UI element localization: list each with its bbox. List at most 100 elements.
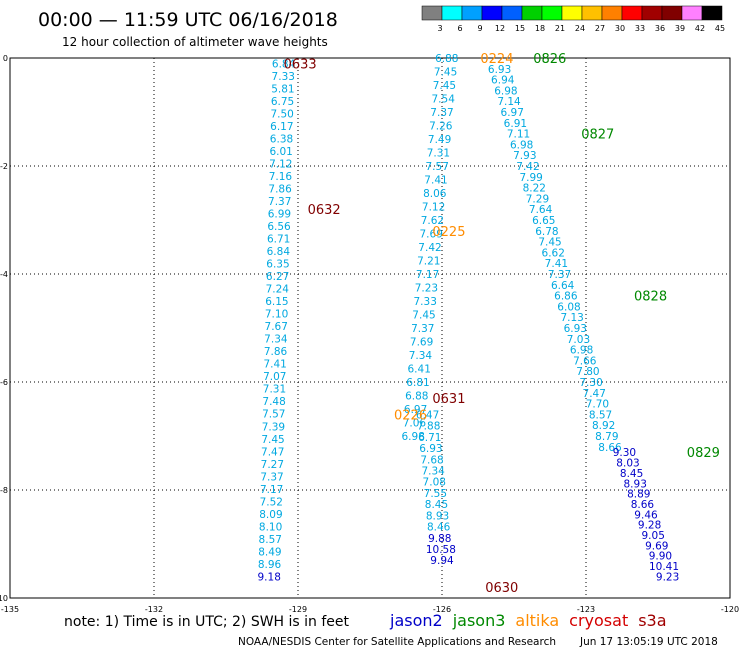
swh-value-label: 7.69: [410, 337, 433, 349]
swh-value-label: 7.14: [497, 96, 521, 108]
swh-value-label: 7.30: [579, 377, 602, 389]
swh-value-label: 6.78: [535, 226, 558, 238]
y-tick-label: -4: [0, 270, 8, 279]
swh-value-label: 9.05: [642, 530, 665, 542]
swh-value-label: 6.15: [265, 296, 288, 308]
swh-value-label: 8.93: [624, 478, 647, 490]
pass-time-label: 0633: [284, 57, 317, 72]
legend-altika: altika: [515, 611, 559, 630]
swh-value-label: 7.42: [516, 161, 539, 173]
colorbar-label: 24: [575, 24, 585, 33]
swh-value-label: 7.17: [260, 484, 283, 496]
swh-value-label: 8.57: [259, 534, 282, 546]
swh-value-label: 7.11: [507, 129, 530, 141]
pass-time-label: 0225: [432, 225, 465, 240]
swh-value-label: 8.45: [620, 468, 643, 480]
colorbar-label: 30: [615, 24, 625, 33]
swh-value-label: 6.97: [501, 107, 524, 119]
colorbar-label: 12: [495, 24, 505, 33]
swh-value-label: 6.64: [551, 280, 575, 292]
swh-value-label: 10.58: [426, 544, 456, 556]
swh-value-label: 7.52: [260, 496, 283, 508]
pass-time-label: 0632: [308, 203, 341, 218]
swh-value-label: 8.22: [523, 183, 546, 195]
swh-value-label: 7.08: [423, 477, 446, 489]
swh-value-label: 7.47: [261, 446, 284, 458]
swh-value-label: 9.69: [645, 540, 668, 552]
swh-value-label: 6.41: [408, 364, 431, 376]
colorbar-label: 6: [457, 24, 462, 33]
pass-time-label: 0631: [432, 392, 465, 407]
swh-value-label: 8.57: [589, 409, 612, 421]
swh-value-label: 8.03: [616, 458, 639, 470]
swh-value-label: 8.92: [592, 420, 615, 432]
colorbar-swatch: [601, 5, 623, 21]
swh-value-label: 8.46: [427, 522, 451, 534]
swh-value-label: 9.90: [649, 551, 672, 563]
swh-value-label: 7.70: [586, 399, 609, 411]
colorbar-swatch: [641, 5, 663, 21]
swh-value-label: 7.34: [264, 334, 288, 346]
swh-value-label: 8.96: [258, 559, 282, 571]
y-tick-label: -10: [0, 594, 8, 603]
swh-value-label: 6.99: [268, 209, 291, 221]
swh-value-label: 9.23: [656, 571, 679, 583]
colorbar-label: 39: [675, 24, 685, 33]
swh-value-label: 7.45: [412, 310, 435, 322]
swh-value-label: 6.47: [416, 409, 439, 421]
swh-value-label: 9.18: [258, 571, 281, 583]
swh-value-label: 6.75: [271, 96, 294, 108]
swh-value-label: 7.86: [268, 184, 292, 196]
swh-value-label: 6.17: [270, 121, 293, 133]
y-tick-label: -6: [0, 378, 8, 387]
colorbar-label: 27: [595, 24, 605, 33]
swh-value-label: 7.88: [417, 421, 440, 433]
swh-value-label: 6.71: [418, 432, 441, 444]
swh-value-label: 10.41: [649, 561, 679, 573]
swh-value-label: 6.81: [406, 377, 429, 389]
colorbar-label: 18: [535, 24, 545, 33]
pass-time-label: 0828: [634, 290, 667, 305]
colorbar-swatch: [521, 5, 543, 21]
swh-value-label: 8.66: [631, 499, 655, 511]
swh-value-label: 6.91: [504, 118, 527, 130]
swh-value-label: 6.93: [419, 443, 442, 455]
swh-value-label: 7.57: [262, 409, 285, 421]
colorbar-swatch: [581, 5, 603, 21]
swh-value-label: 7.68: [420, 454, 443, 466]
swh-value-label: 6.65: [532, 215, 555, 227]
swh-value-label: 8.79: [595, 431, 618, 443]
swh-value-label: 7.16: [269, 171, 293, 183]
y-tick-label: -8: [0, 486, 8, 495]
swh-value-label: 7.23: [415, 283, 438, 295]
colorbar-swatch: [461, 5, 483, 21]
x-tick-label: -123: [577, 605, 595, 614]
y-tick-label: 0: [3, 54, 8, 63]
swh-value-label: 7.47: [583, 388, 606, 400]
swh-value-label: 6.98: [570, 345, 593, 357]
swh-value-label: 7.41: [545, 258, 568, 270]
colorbar-label: 36: [655, 24, 665, 33]
colorbar-swatch: [421, 5, 443, 21]
pass-time-label: 0826: [533, 52, 566, 67]
colorbar-swatch: [541, 5, 563, 21]
colorbar-swatch: [661, 5, 683, 21]
colorbar-label: 9: [477, 24, 482, 33]
swh-value-label: 7.26: [429, 121, 453, 133]
swh-value-label: 7.10: [265, 309, 288, 321]
pass-time-labels: 0633 0224 0826 0827 0632 0225 0828 0631 0226 0829…: [284, 52, 720, 596]
swh-value-label: 7.45: [434, 67, 457, 79]
y-tick-label: -2: [0, 162, 8, 171]
colorbar-swatch: [561, 5, 583, 21]
swh-value-label: 6.98: [510, 139, 533, 151]
swh-value-label: 6.88: [405, 391, 428, 403]
swh-value-label: 6.97: [404, 404, 427, 416]
swh-value-label: 7.34: [409, 350, 433, 362]
swh-value-label: 9.88: [428, 533, 451, 545]
swh-value-label: 7.07: [263, 371, 286, 383]
swh-value-label: 8.10: [259, 521, 282, 533]
swh-value-label: 7.37: [268, 196, 291, 208]
swh-value-label: 7.34: [421, 465, 445, 477]
swh-value-label: 7.57: [426, 161, 449, 173]
swh-value-label: 7.54: [432, 94, 456, 106]
